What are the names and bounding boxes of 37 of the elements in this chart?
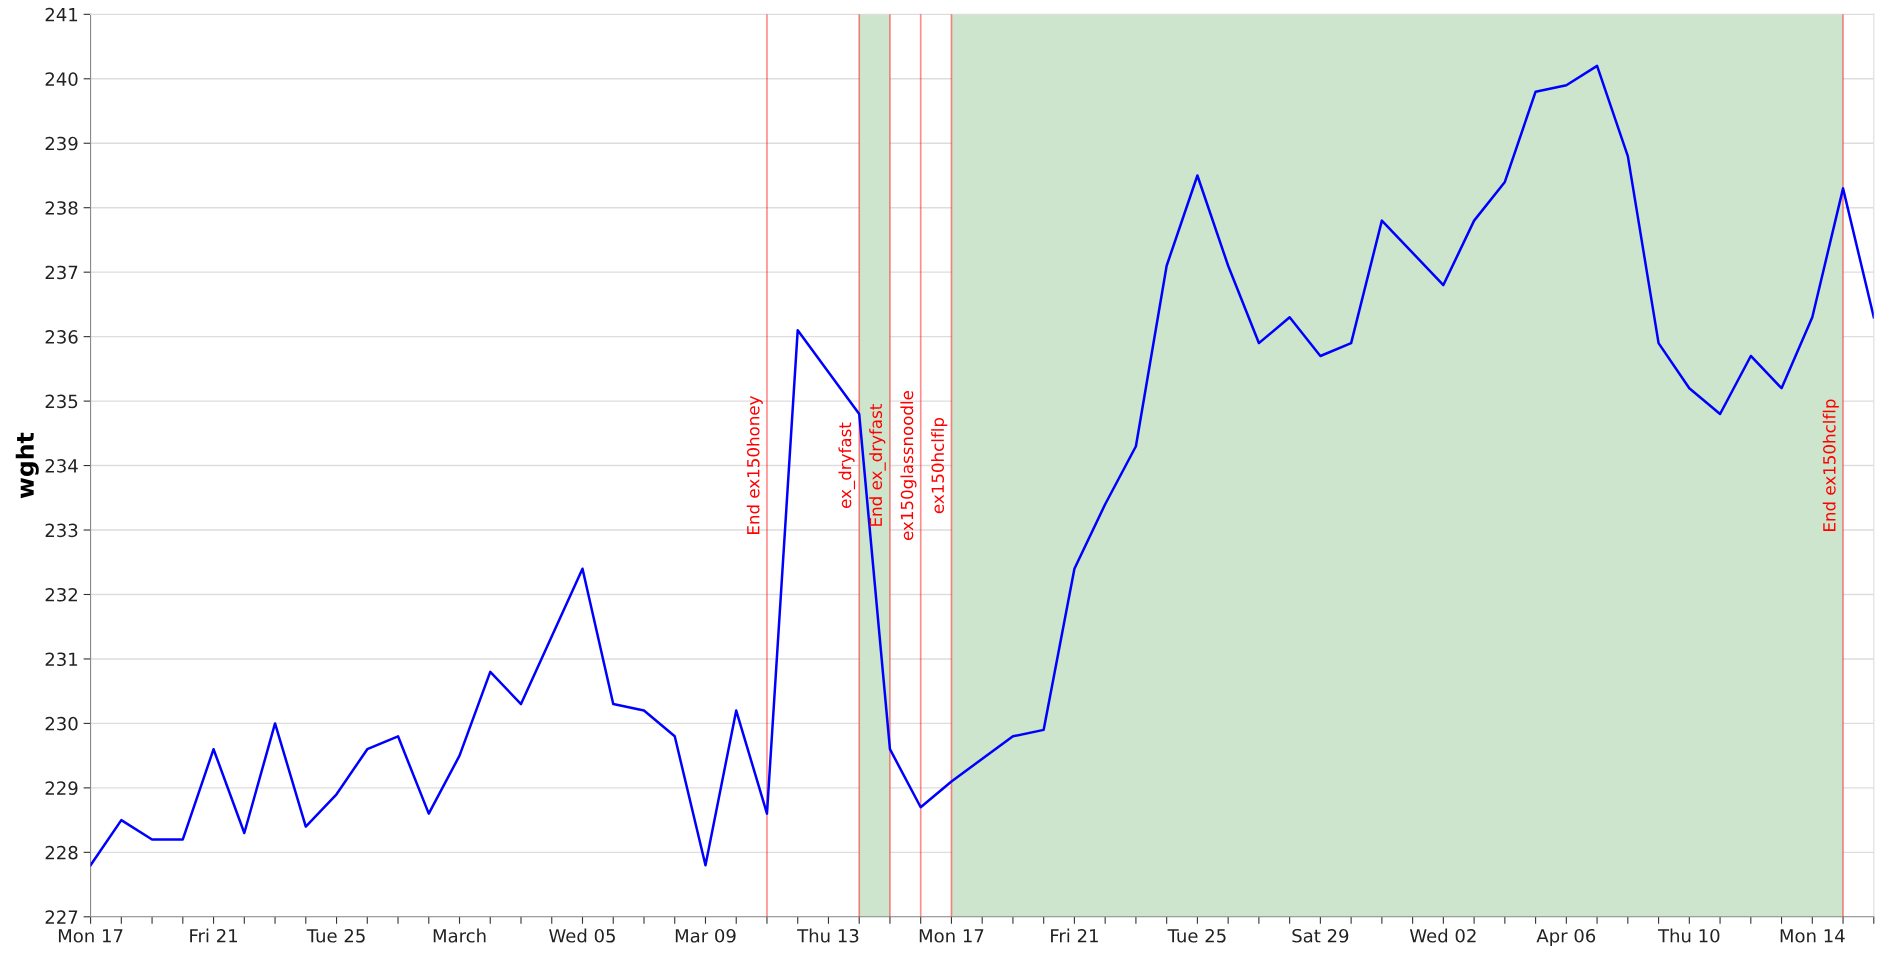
x-tick-label: Wed 05 (549, 928, 615, 943)
y-tick-label: 231 (45, 652, 78, 667)
x-tick-label: Apr 06 (1536, 928, 1596, 947)
y-tick-label: 241 (45, 7, 78, 22)
x-tick-label: Thu 10 (1657, 928, 1720, 943)
ref-line-label: ex150glassnoodle (900, 391, 917, 541)
ref-line-label: ex150hclflp (931, 417, 948, 514)
ref-line-label: End ex150honey (746, 396, 763, 534)
ref-line-label: ex_dryfast (838, 422, 856, 509)
y-tick-label: 230 (45, 716, 78, 731)
y-axis-title: wght (15, 432, 39, 499)
y-tick-label: 238 (45, 201, 78, 215)
y-tick-label: 232 (45, 587, 77, 602)
x-tick-label: Tue 25 (1167, 928, 1226, 943)
y-tick-label: 229 (45, 781, 78, 795)
x-tick-label: Sat 29 (1292, 928, 1349, 943)
x-tick-label: Wed 02 (1409, 928, 1476, 943)
y-tick-label: 239 (45, 136, 78, 151)
y-tick-label: 227 (45, 910, 78, 924)
y-tick-label: 234 (45, 459, 78, 473)
x-tick-label: Mon 17 (58, 929, 123, 943)
x-tick-label: Mar 09 (675, 928, 736, 943)
y-tick-label: 240 (45, 72, 78, 86)
ref-line-label: End ex150hclflp (1822, 399, 1839, 531)
ref-line-label: End ex_dryfast (869, 404, 886, 526)
x-tick-label: March (433, 928, 486, 943)
y-tick-label: 237 (45, 265, 78, 280)
x-tick-label: Mon 14 (1780, 929, 1845, 943)
y-tick-label: 233 (45, 523, 78, 538)
x-tick-label: Tue 25 (306, 928, 365, 943)
x-tick-label: Fri 21 (1051, 928, 1098, 943)
x-tick-label: Fri 21 (190, 928, 238, 943)
y-tick-label: 236 (45, 330, 78, 344)
y-tick-label: 235 (45, 394, 78, 409)
y-tick-label: 228 (45, 845, 78, 860)
x-tick-label: Mon 17 (919, 929, 984, 943)
x-tick-label: Thu 13 (797, 928, 859, 943)
